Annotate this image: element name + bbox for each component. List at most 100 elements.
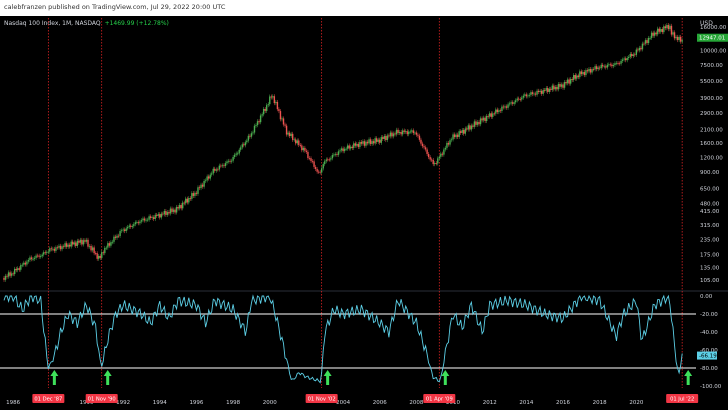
candle-body	[453, 134, 456, 138]
candle-body	[411, 130, 413, 132]
candle-body	[88, 245, 91, 247]
candle-body	[262, 108, 265, 115]
candle-body	[641, 43, 644, 50]
candle-body	[621, 59, 624, 61]
candle-body	[472, 125, 474, 127]
candle-body	[218, 165, 221, 170]
candle-body	[475, 121, 477, 125]
candle-body	[241, 144, 243, 148]
candle-body	[511, 102, 514, 104]
indicator-tick-label: -40.00	[700, 330, 718, 336]
candle-body	[29, 257, 31, 261]
candle-body	[3, 277, 5, 280]
candle-body	[194, 192, 196, 196]
candle-body	[200, 184, 202, 189]
candle-body	[20, 265, 22, 270]
candle-body	[394, 133, 396, 135]
candle-body	[107, 243, 109, 248]
up-arrow-icon	[684, 370, 693, 385]
candle-body	[482, 117, 485, 121]
candle-body	[661, 29, 664, 33]
price-tick-label: 135.00	[700, 266, 720, 272]
publisher-bar: calebfranzen published on TradingView.co…	[0, 0, 728, 16]
candle-body	[18, 268, 20, 270]
indicator-current-tag	[697, 351, 717, 360]
candle-body	[55, 247, 57, 251]
candle-body	[415, 132, 418, 135]
candle-body	[87, 239, 89, 247]
candle-body	[417, 134, 419, 136]
candle-body	[310, 158, 312, 161]
candle-body	[377, 139, 379, 142]
candle-body	[223, 165, 225, 167]
time-tick-label: 1996	[189, 400, 203, 406]
candle-body	[226, 161, 228, 164]
candle-body	[563, 82, 566, 88]
candle-body	[421, 143, 424, 147]
candle-body	[614, 63, 616, 66]
candle-body	[443, 149, 445, 155]
candle-body	[395, 129, 398, 135]
price-tick-label: 3900.00	[700, 96, 723, 102]
candle-body	[388, 135, 390, 137]
candle-body	[366, 141, 369, 144]
price-candles	[3, 23, 683, 282]
candle-body	[632, 54, 634, 57]
candle-body	[298, 140, 300, 146]
candle-body	[217, 169, 219, 171]
candle-body	[548, 88, 550, 92]
up-arrow-icon	[441, 370, 450, 385]
symbol-legend[interactable]: Nasdaq 100 Index, 1M, NASDAQ +1469.99 (+…	[4, 20, 169, 27]
candle-body	[562, 84, 564, 88]
candle-body	[653, 32, 656, 36]
candle-body	[255, 125, 257, 126]
candle-body	[189, 198, 192, 199]
candle-body	[481, 118, 483, 121]
candle-body	[295, 139, 297, 144]
candle-body	[9, 272, 11, 276]
candle-body	[533, 93, 535, 95]
candle-body	[502, 106, 505, 108]
candle-body	[637, 49, 639, 51]
candle-body	[678, 36, 680, 41]
time-tick-label: 2020	[629, 400, 643, 406]
candle-body	[597, 67, 599, 70]
candle-body	[618, 63, 621, 65]
candle-body	[617, 62, 619, 64]
candle-body	[232, 156, 234, 161]
symbol-name: Nasdaq 100 Index, 1M, NASDAQ	[4, 20, 101, 27]
candle-body	[134, 222, 137, 225]
candle-body	[325, 159, 327, 162]
candle-body	[545, 88, 547, 91]
candle-body	[32, 258, 34, 260]
candle-body	[560, 84, 563, 87]
candle-body	[33, 257, 36, 259]
candle-body	[305, 150, 308, 152]
candle-body	[159, 214, 161, 218]
candle-body	[101, 252, 103, 258]
candle-body	[246, 140, 248, 143]
candle-body	[589, 68, 592, 73]
candle-body	[70, 241, 72, 247]
candle-body	[13, 268, 16, 275]
candle-body	[82, 240, 85, 245]
candle-body	[288, 132, 291, 137]
candle-body	[452, 134, 454, 140]
candle-body	[299, 145, 302, 146]
candle-body	[624, 58, 627, 61]
candle-body	[207, 176, 210, 179]
candle-body	[615, 62, 618, 64]
candle-body	[35, 255, 37, 258]
candle-body	[363, 141, 366, 146]
candle-body	[484, 117, 486, 122]
candle-body	[191, 193, 193, 199]
candle-body	[574, 75, 576, 79]
candle-body	[365, 141, 367, 146]
candle-body	[50, 248, 53, 250]
candle-body	[322, 164, 324, 169]
candle-body	[386, 135, 389, 141]
candle-body	[356, 143, 358, 146]
candle-body	[580, 71, 583, 75]
candle-body	[182, 202, 184, 209]
